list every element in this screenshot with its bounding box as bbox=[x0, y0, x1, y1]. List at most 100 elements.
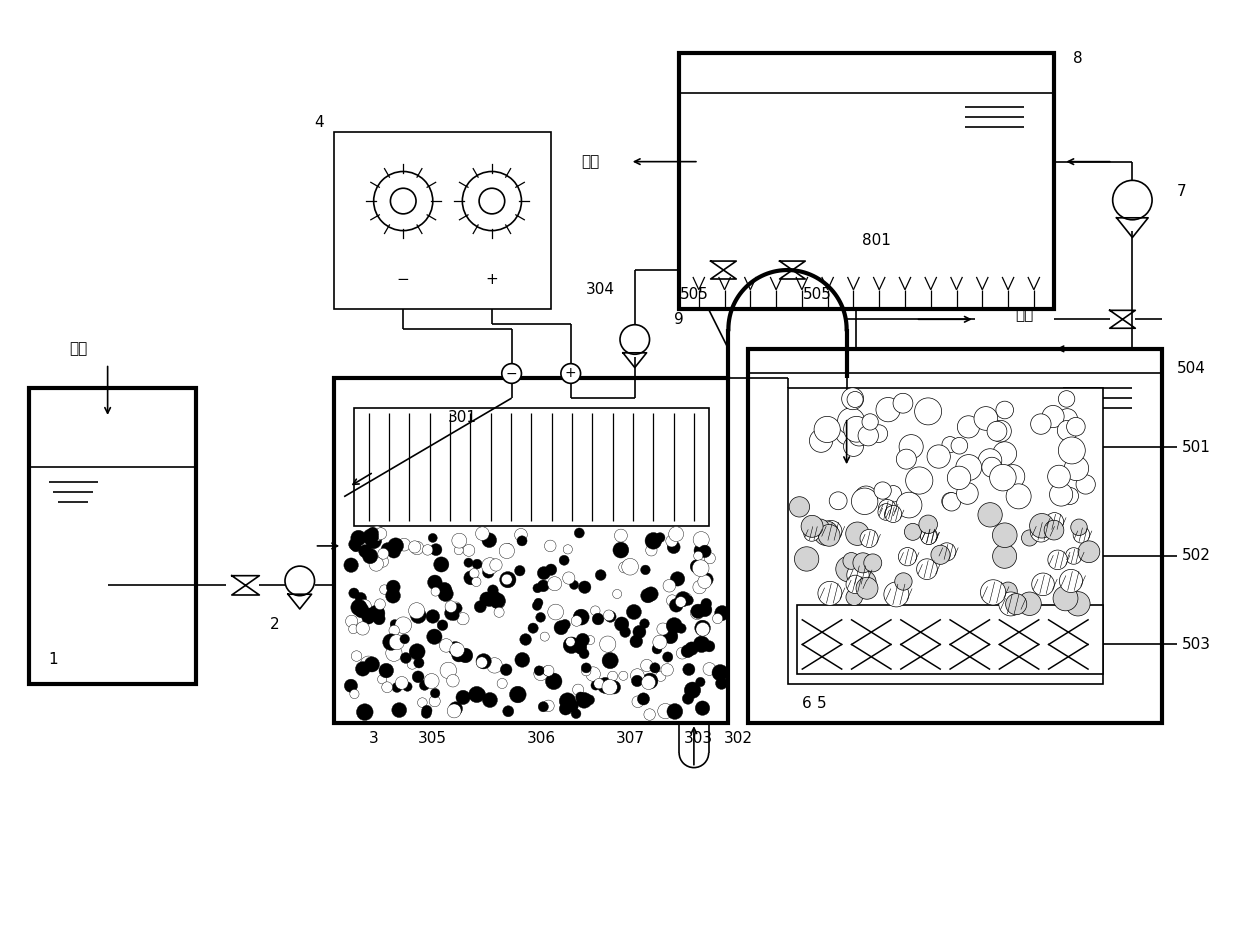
Circle shape bbox=[585, 635, 595, 645]
Text: 3: 3 bbox=[368, 730, 378, 745]
Circle shape bbox=[693, 531, 709, 547]
Circle shape bbox=[362, 611, 374, 624]
Circle shape bbox=[1065, 547, 1083, 564]
Circle shape bbox=[350, 689, 360, 699]
Circle shape bbox=[377, 556, 388, 567]
Circle shape bbox=[854, 486, 878, 509]
Circle shape bbox=[704, 553, 715, 563]
Circle shape bbox=[916, 559, 937, 580]
Circle shape bbox=[429, 696, 440, 706]
Circle shape bbox=[356, 622, 370, 635]
Circle shape bbox=[409, 644, 425, 660]
Circle shape bbox=[1006, 594, 1027, 615]
Circle shape bbox=[490, 559, 502, 571]
Circle shape bbox=[528, 623, 538, 634]
Circle shape bbox=[919, 515, 937, 534]
Circle shape bbox=[681, 593, 692, 604]
Circle shape bbox=[993, 441, 1017, 466]
Circle shape bbox=[947, 466, 971, 490]
Circle shape bbox=[1056, 409, 1078, 429]
Text: 304: 304 bbox=[585, 282, 615, 297]
Circle shape bbox=[937, 543, 956, 561]
Circle shape bbox=[701, 599, 712, 609]
Circle shape bbox=[379, 663, 393, 678]
Circle shape bbox=[846, 589, 863, 605]
Circle shape bbox=[874, 482, 892, 499]
Circle shape bbox=[476, 657, 487, 668]
Circle shape bbox=[409, 541, 420, 553]
Circle shape bbox=[434, 557, 449, 572]
Circle shape bbox=[1076, 474, 1095, 494]
Circle shape bbox=[804, 526, 820, 542]
Circle shape bbox=[463, 545, 475, 556]
Circle shape bbox=[449, 702, 463, 715]
Circle shape bbox=[430, 688, 440, 698]
Circle shape bbox=[412, 670, 424, 683]
Circle shape bbox=[410, 542, 424, 555]
Circle shape bbox=[440, 588, 451, 599]
Circle shape bbox=[613, 543, 629, 558]
Circle shape bbox=[464, 558, 474, 567]
Circle shape bbox=[698, 575, 712, 588]
Circle shape bbox=[379, 585, 389, 595]
Circle shape bbox=[510, 687, 526, 703]
Circle shape bbox=[538, 702, 548, 712]
Circle shape bbox=[386, 645, 402, 661]
Circle shape bbox=[449, 611, 459, 620]
Circle shape bbox=[423, 545, 433, 555]
Text: 6: 6 bbox=[802, 696, 812, 711]
Circle shape bbox=[667, 704, 683, 720]
Circle shape bbox=[1064, 456, 1089, 481]
Circle shape bbox=[428, 575, 443, 590]
Circle shape bbox=[641, 588, 655, 603]
Circle shape bbox=[640, 618, 650, 628]
Circle shape bbox=[897, 492, 923, 518]
Circle shape bbox=[451, 602, 461, 611]
Circle shape bbox=[548, 604, 563, 620]
Text: 305: 305 bbox=[418, 730, 448, 745]
Circle shape bbox=[575, 692, 585, 702]
Circle shape bbox=[861, 529, 878, 547]
Circle shape bbox=[663, 580, 676, 592]
Circle shape bbox=[715, 677, 728, 689]
Circle shape bbox=[1059, 569, 1083, 593]
Circle shape bbox=[389, 625, 399, 635]
Circle shape bbox=[543, 700, 554, 711]
Circle shape bbox=[343, 558, 358, 572]
Bar bbox=[748, 348, 1162, 724]
Circle shape bbox=[409, 602, 424, 618]
Circle shape bbox=[475, 688, 485, 699]
Circle shape bbox=[608, 681, 620, 694]
Circle shape bbox=[713, 614, 723, 624]
Circle shape bbox=[515, 528, 527, 541]
Circle shape bbox=[490, 593, 506, 609]
Circle shape bbox=[482, 533, 496, 547]
Circle shape bbox=[565, 700, 578, 712]
Circle shape bbox=[503, 544, 513, 553]
Circle shape bbox=[414, 658, 424, 668]
Circle shape bbox=[389, 634, 404, 650]
Circle shape bbox=[642, 673, 658, 689]
Circle shape bbox=[407, 659, 418, 670]
Circle shape bbox=[546, 564, 557, 576]
Circle shape bbox=[696, 622, 709, 636]
Circle shape bbox=[1053, 586, 1078, 611]
Circle shape bbox=[818, 581, 842, 605]
Text: 303: 303 bbox=[684, 730, 713, 745]
Circle shape bbox=[620, 325, 650, 354]
Circle shape bbox=[942, 437, 959, 453]
Circle shape bbox=[693, 551, 703, 561]
Circle shape bbox=[990, 464, 1016, 491]
Circle shape bbox=[582, 667, 591, 676]
Circle shape bbox=[348, 538, 361, 550]
Circle shape bbox=[657, 704, 673, 719]
Circle shape bbox=[582, 663, 591, 673]
Circle shape bbox=[644, 708, 656, 721]
Text: +: + bbox=[486, 273, 498, 287]
Circle shape bbox=[502, 364, 522, 384]
Circle shape bbox=[992, 545, 1017, 568]
Circle shape bbox=[396, 676, 408, 689]
Circle shape bbox=[422, 708, 432, 719]
Circle shape bbox=[382, 682, 393, 692]
Circle shape bbox=[356, 704, 373, 721]
